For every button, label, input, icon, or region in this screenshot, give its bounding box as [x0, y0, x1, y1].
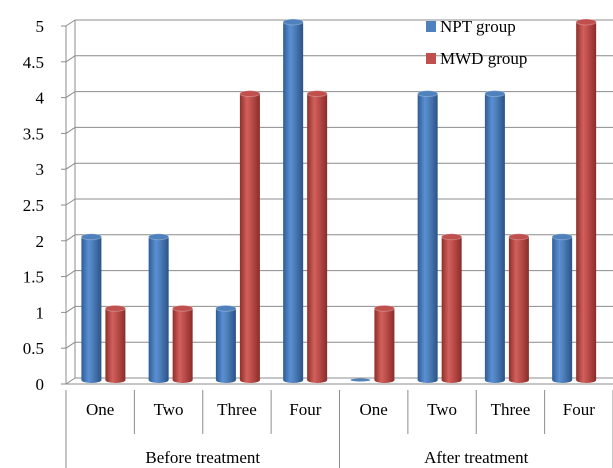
- bar: [239, 93, 260, 380]
- bar-cap: [508, 233, 530, 241]
- gridline-side: [65, 305, 76, 313]
- gridlines: [65, 19, 613, 385]
- bar: [105, 308, 126, 380]
- bar-cap: [441, 233, 463, 241]
- x-tick-label: Two: [154, 400, 184, 419]
- bar-base: [105, 377, 126, 383]
- bar-base: [239, 377, 260, 383]
- y-tick-label: 2.5: [23, 196, 44, 215]
- bar-base: [172, 377, 193, 383]
- y-tick-label: 5: [36, 17, 45, 36]
- y-tick-label: 4.5: [23, 53, 44, 72]
- bar-cap: [417, 90, 439, 98]
- bar: [148, 236, 169, 380]
- x-tick-label: Four: [563, 400, 595, 419]
- x-tick-label: Two: [427, 400, 457, 419]
- bar-cap: [484, 90, 506, 98]
- bar-base: [374, 377, 395, 383]
- bar: [552, 236, 573, 380]
- gridline-side: [65, 341, 76, 349]
- bar-base: [441, 377, 462, 383]
- bar-cap: [282, 18, 304, 26]
- bar-cap: [215, 304, 237, 312]
- bar-base: [484, 377, 505, 383]
- bars: [80, 18, 597, 383]
- bar-cap: [148, 233, 170, 241]
- bar: [215, 308, 236, 380]
- y-tick-label: 0: [36, 375, 45, 394]
- bar-cap: [373, 304, 395, 312]
- legend-swatch: [426, 53, 436, 64]
- gridline-side: [65, 91, 76, 99]
- x-tick-label: Three: [217, 400, 257, 419]
- bar-cap: [575, 18, 597, 26]
- gridline-side: [65, 126, 76, 134]
- y-tick-label: 4: [36, 89, 45, 108]
- bar: [417, 93, 438, 380]
- gridline-side: [65, 162, 76, 170]
- x-axis: One Two Three Four One Two Three Four Before tre…: [65, 390, 613, 468]
- bar: [350, 378, 371, 382]
- bar-base: [81, 377, 102, 383]
- legend: NPT group MWD group: [426, 17, 527, 68]
- bar: [374, 308, 395, 380]
- gridline-side: [65, 234, 76, 242]
- bar-base: [417, 377, 438, 383]
- x-tick-label: One: [86, 400, 114, 419]
- bar-base: [576, 377, 597, 383]
- bar-base: [148, 377, 169, 383]
- x-tick-label: Four: [289, 400, 321, 419]
- x-tick-label: One: [360, 400, 388, 419]
- legend-label: NPT group: [440, 17, 516, 36]
- x-group-label: After treatment: [424, 448, 529, 467]
- bar: [81, 236, 102, 380]
- gridline-side: [65, 377, 76, 385]
- bar: [172, 308, 193, 380]
- bar: [508, 236, 529, 380]
- plot-walls: [65, 20, 613, 385]
- bar-cap: [104, 304, 126, 312]
- bar-cap: [239, 90, 261, 98]
- bar-base: [307, 377, 328, 383]
- gridline-side: [65, 198, 76, 206]
- bar-cap: [172, 304, 194, 312]
- y-tick-label: 1.5: [23, 268, 44, 287]
- y-tick-label: 1: [36, 303, 45, 322]
- legend-swatch: [426, 21, 436, 32]
- bar-cap: [306, 90, 328, 98]
- bar-cap: [80, 233, 102, 241]
- bar: [484, 93, 505, 380]
- x-tick-label: Three: [491, 400, 531, 419]
- bar: [283, 22, 304, 380]
- gridline-side: [65, 270, 76, 278]
- bar: [576, 22, 597, 380]
- y-tick-label: 3: [36, 160, 45, 179]
- y-tick-label: 0.5: [23, 339, 44, 358]
- bar-base: [508, 377, 529, 383]
- bar-base: [552, 377, 573, 383]
- bar-base: [283, 377, 304, 383]
- bar-base: [215, 377, 236, 383]
- bar: [441, 236, 462, 380]
- gridline-side: [65, 55, 76, 63]
- x-group-label: Before treatment: [145, 448, 260, 467]
- bar-cap: [551, 233, 573, 241]
- bar: [307, 93, 328, 380]
- legend-label: MWD group: [440, 49, 527, 68]
- gridline-side: [65, 19, 76, 27]
- y-axis-ticks: 0 0.5 1 1.5 2 2.5 3 3.5 4 4.5 5: [23, 17, 66, 394]
- y-tick-label: 2: [36, 232, 45, 251]
- y-tick-label: 3.5: [23, 124, 44, 143]
